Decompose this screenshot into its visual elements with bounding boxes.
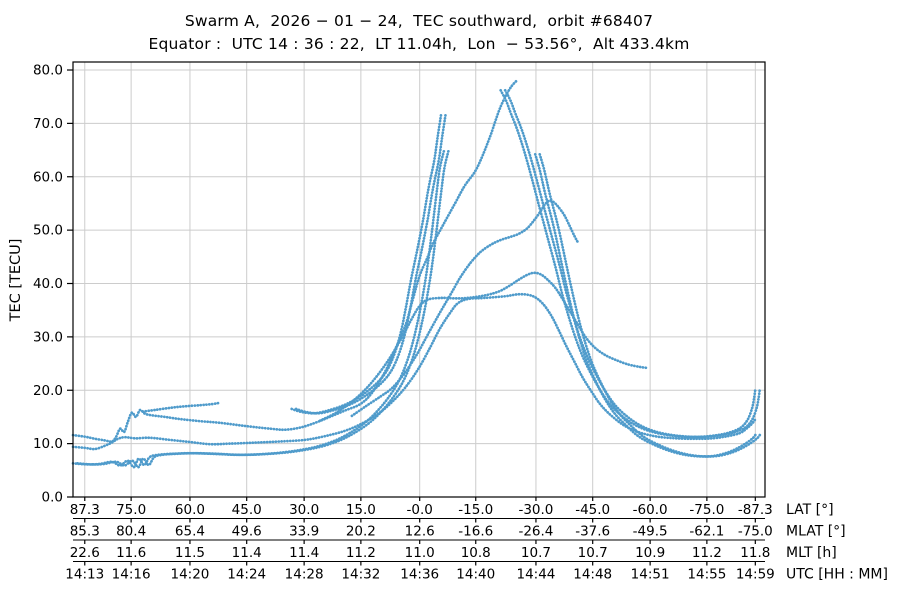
x-tick-label: -30.0 (518, 502, 553, 518)
y-tick-label: 20.0 (33, 383, 63, 399)
x-tick-label: 85.3 (70, 524, 100, 540)
x-tick-label: 60.0 (175, 502, 205, 518)
x-tick-label: -26.4 (518, 524, 553, 540)
x-tick-label: 11.8 (740, 545, 770, 561)
x-tick-label: -62.1 (689, 524, 724, 540)
trace-upper-segment (141, 401, 220, 413)
x-tick-label: -15.0 (458, 502, 493, 518)
trace-steep-descender76 (503, 88, 762, 439)
trace-low-steep-riser (76, 149, 450, 469)
x-tick-label: 80.4 (116, 524, 146, 540)
trace-plateau-steep-descent (71, 292, 758, 451)
trace-steep-descender76 (499, 88, 757, 439)
x-tick-label: -0.0 (407, 502, 433, 518)
x-tick-label: 14:48 (573, 567, 612, 583)
y-tick-label: 40.0 (33, 276, 63, 292)
x-row-caption: LAT [°] (786, 502, 834, 518)
x-tick-label: 14:16 (112, 567, 151, 583)
trace-main-peak78 (71, 78, 519, 443)
x-tick-label: -87.3 (738, 502, 773, 518)
x-tick-label: 14:59 (736, 567, 775, 583)
y-tick-label: 60.0 (33, 169, 63, 185)
x-tick-label: 87.3 (70, 502, 100, 518)
x-tick-label: 12.6 (405, 524, 435, 540)
x-tick-label: 14:51 (631, 567, 670, 583)
x-tick-label: 14:20 (170, 567, 209, 583)
x-tick-label: 20.2 (346, 524, 376, 540)
x-tick-label: -45.0 (575, 502, 610, 518)
x-tick-label: 14:24 (227, 567, 266, 583)
x-tick-label: 14:44 (516, 567, 555, 583)
x-tick-label: 30.0 (289, 502, 319, 518)
x-tick-label: 14:28 (285, 567, 324, 583)
x-row-caption: MLAT [°] (786, 524, 846, 540)
x-tick-label: 14:32 (341, 567, 380, 583)
y-tick-label: 0.0 (42, 490, 63, 506)
y-tick-label: 30.0 (33, 329, 63, 345)
plot-border (72, 61, 766, 498)
x-tick-label: 11.0 (405, 545, 435, 561)
x-tick-label: 14:40 (456, 567, 495, 583)
y-tick-label: 10.0 (33, 436, 63, 452)
x-tick-label: 14:36 (400, 567, 439, 583)
x-tick-label: 45.0 (232, 502, 262, 518)
x-tick-label: 10.7 (521, 545, 551, 561)
trace-steep-descender64 (538, 152, 762, 458)
x-tick-label: 11.2 (346, 545, 376, 561)
x-tick-label: 15.0 (346, 502, 376, 518)
x-tick-label: 65.4 (175, 524, 205, 540)
x-tick-label: 49.6 (232, 524, 262, 540)
x-tick-label: 14:13 (65, 567, 104, 583)
x-tick-label: 75.0 (116, 502, 146, 518)
y-tick-label: 70.0 (33, 116, 63, 132)
x-tick-label: 33.9 (289, 524, 319, 540)
x-tick-label: 10.7 (578, 545, 608, 561)
x-row-caption: UTC [HH : MM] (786, 567, 888, 583)
x-tick-label: 11.6 (116, 545, 146, 561)
trace-second-peak55 (350, 199, 580, 418)
x-tick-label: 10.9 (635, 545, 665, 561)
y-tick-label: 50.0 (33, 223, 63, 239)
x-tick-label: 22.6 (70, 545, 100, 561)
chart-title: Swarm A, 2026 − 01 − 24, TEC southward, … (184, 12, 654, 30)
x-tick-label: -49.5 (633, 524, 668, 540)
chart-subtitle: Equator : UTC 14 : 36 : 22, LT 11.04h, L… (148, 35, 690, 53)
x-tick-label: -75.0 (738, 524, 773, 540)
trace-plateau-bump-tail (318, 271, 648, 423)
x-tick-label: 11.5 (175, 545, 205, 561)
x-tick-label: -60.0 (633, 502, 668, 518)
x-tick-label: -75.0 (689, 502, 724, 518)
y-tick-label: 80.0 (33, 63, 63, 79)
x-row-caption: MLT [h] (786, 545, 837, 561)
x-tick-label: -16.6 (458, 524, 493, 540)
x-tick-label: 11.2 (692, 545, 722, 561)
x-tick-label: 14:55 (687, 567, 726, 583)
trace-horn-steep-riser (294, 112, 447, 415)
trace-steep-descender64 (533, 152, 758, 458)
x-tick-label: 11.4 (289, 545, 319, 561)
x-tick-label: 10.8 (461, 545, 491, 561)
x-tick-label: 11.4 (232, 545, 262, 561)
x-tick-label: -37.6 (575, 524, 610, 540)
